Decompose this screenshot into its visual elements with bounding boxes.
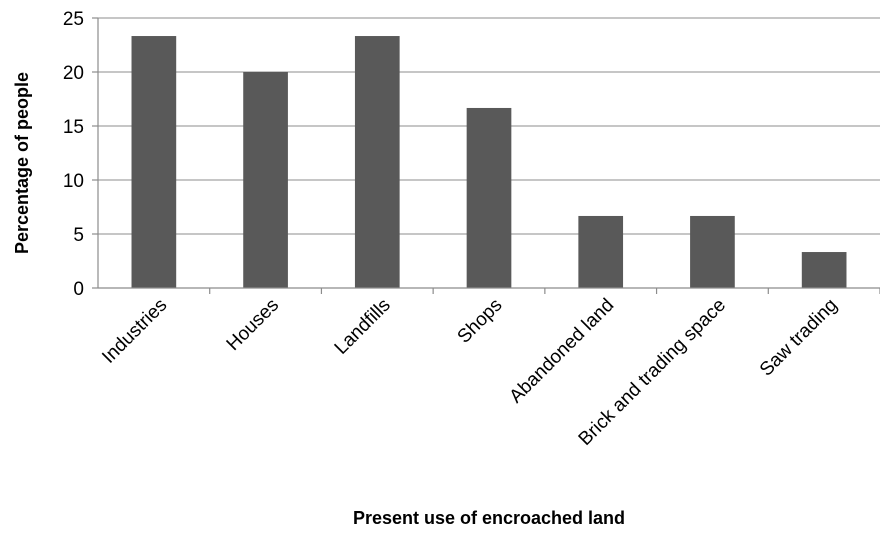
x-tick-label: Saw trading <box>756 295 842 381</box>
bar <box>243 72 288 288</box>
axes <box>92 17 880 294</box>
x-tick-label: Shops <box>454 295 507 348</box>
x-tick-label: Industries <box>98 295 171 368</box>
bar <box>131 36 177 289</box>
y-axis-title: Percentage of people <box>12 72 32 254</box>
x-tick-label: Abandoned land <box>506 295 619 408</box>
bar <box>354 36 400 289</box>
x-tick-labels: Industries Houses Landfills ShopsAbandoned … <box>98 295 841 450</box>
y-tick-label: 15 <box>63 117 84 138</box>
y-tick-label: 20 <box>63 63 84 84</box>
y-tick-label: 10 <box>63 171 84 192</box>
bar <box>690 215 735 288</box>
x-tick-label: Houses <box>223 295 283 355</box>
bar <box>801 252 847 288</box>
x-tick-label: Landfills <box>331 295 395 359</box>
bar <box>578 215 624 288</box>
y-tick-label: 0 <box>73 279 84 300</box>
y-tick-label: 5 <box>73 225 84 246</box>
bar <box>466 107 512 289</box>
bars <box>131 36 847 289</box>
y-tick-labels: 0 5 10 15 20 25 <box>63 9 84 300</box>
y-tick-label: 25 <box>63 9 84 30</box>
x-axis-title: Present use of encroached land <box>353 508 625 528</box>
